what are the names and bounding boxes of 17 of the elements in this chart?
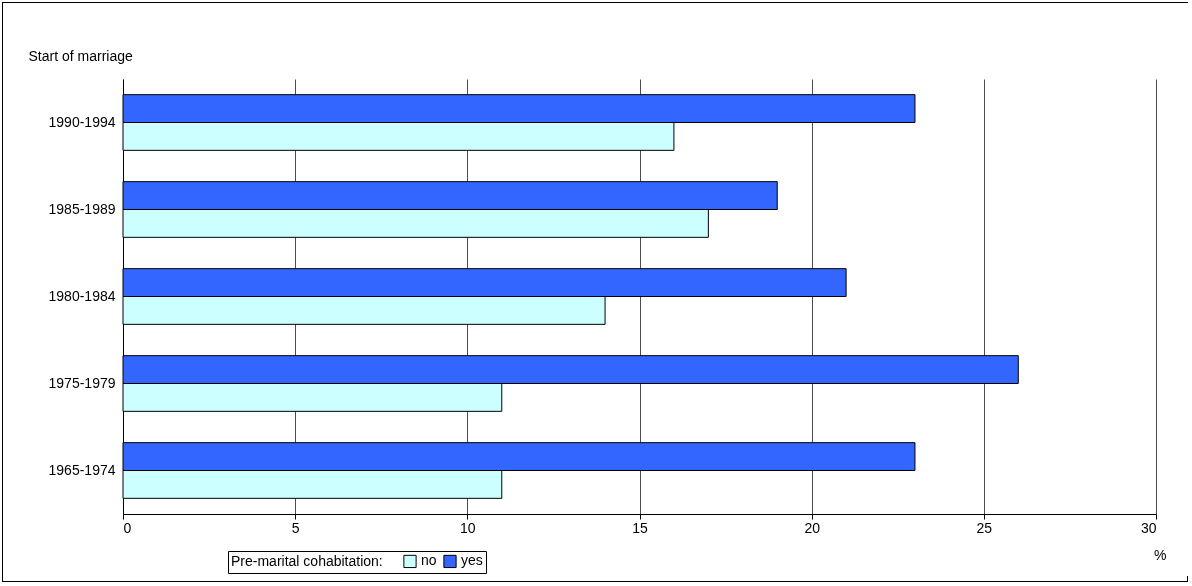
legend-label: no bbox=[421, 552, 437, 569]
y-axis-title: Start of marriage bbox=[28, 47, 133, 64]
x-tick-label: 10 bbox=[460, 519, 476, 536]
y-tick-label: 1975-1979 bbox=[48, 374, 116, 391]
x-tick-label: 5 bbox=[291, 519, 300, 536]
legend-label: yes bbox=[461, 552, 483, 569]
y-tick-label: 1990-1994 bbox=[48, 113, 116, 130]
x-tick-label: 0 bbox=[123, 519, 132, 536]
y-tick-label: 1980-1984 bbox=[48, 287, 116, 304]
x-tick-label: 30 bbox=[1140, 519, 1157, 536]
y-tick-label: 1965-1974 bbox=[48, 461, 116, 478]
x-tick-label: 20 bbox=[804, 519, 821, 536]
x-axis-title: % bbox=[1154, 546, 1167, 563]
legend-title: Pre-marital cohabitation: bbox=[231, 553, 383, 569]
y-tick-label: 1985-1989 bbox=[48, 200, 116, 217]
x-tick-label: 25 bbox=[976, 519, 993, 536]
x-tick-label: 15 bbox=[632, 519, 648, 536]
